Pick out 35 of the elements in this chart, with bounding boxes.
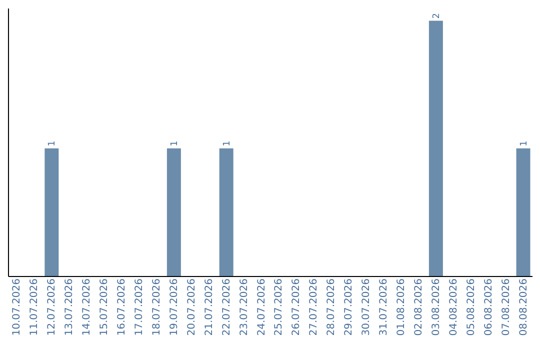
data-label: 2 — [432, 13, 442, 19]
x-tick-label: 04.08.2026 — [448, 278, 460, 336]
data-label: 1 — [519, 140, 530, 146]
x-tick-label: 25.07.2026 — [274, 278, 285, 336]
x-tick-label: 29.07.2026 — [344, 278, 355, 336]
x-tick-label: 21.07.2026 — [204, 278, 215, 336]
x-tick-label: 18.07.2026 — [151, 278, 162, 336]
data-label: 1 — [48, 140, 58, 146]
data-label: 1 — [222, 140, 232, 146]
x-tick-label: 26.07.2026 — [291, 278, 302, 336]
x-tick-label: 15.07.2026 — [99, 278, 110, 336]
x-tick-label: 19.07.2026 — [168, 278, 180, 336]
x-tick-label: 22.07.2026 — [221, 278, 232, 336]
x-tick-label: 16.07.2026 — [116, 278, 128, 336]
x-tick-label: 10.07.2026 — [12, 278, 23, 336]
x-tick-label: 03.08.2026 — [430, 278, 442, 336]
x-tick-label: 17.07.2026 — [134, 278, 145, 336]
x-tick-label: 07.08.2026 — [500, 278, 512, 336]
x-tick-label: 30.07.2026 — [361, 278, 372, 336]
x-tick-label: 08.08.2026 — [518, 278, 530, 336]
x-tick-label: 12.07.2026 — [46, 278, 58, 336]
x-tick-label: 11.07.2026 — [29, 278, 40, 336]
x-tick-label: 14.07.2026 — [82, 278, 93, 336]
x-tick-label: 20.07.2026 — [186, 278, 198, 336]
x-tick-label: 27.07.2026 — [308, 278, 320, 336]
x-tick-label: 24.07.2026 — [256, 278, 268, 336]
data-label: 1 — [170, 140, 180, 146]
x-tick-label: 23.07.2026 — [238, 278, 250, 336]
x-tick-label: 13.07.2026 — [64, 278, 76, 336]
x-tick-label: 02.08.2026 — [413, 278, 424, 336]
x-tick-label: 01.08.2026 — [396, 278, 407, 336]
x-tick-label: 31.07.2026 — [378, 278, 390, 336]
x-tick-label: 06.08.2026 — [483, 278, 494, 336]
x-tick-label: 28.07.2026 — [326, 278, 338, 336]
x-tick-label: 05.08.2026 — [466, 278, 477, 336]
